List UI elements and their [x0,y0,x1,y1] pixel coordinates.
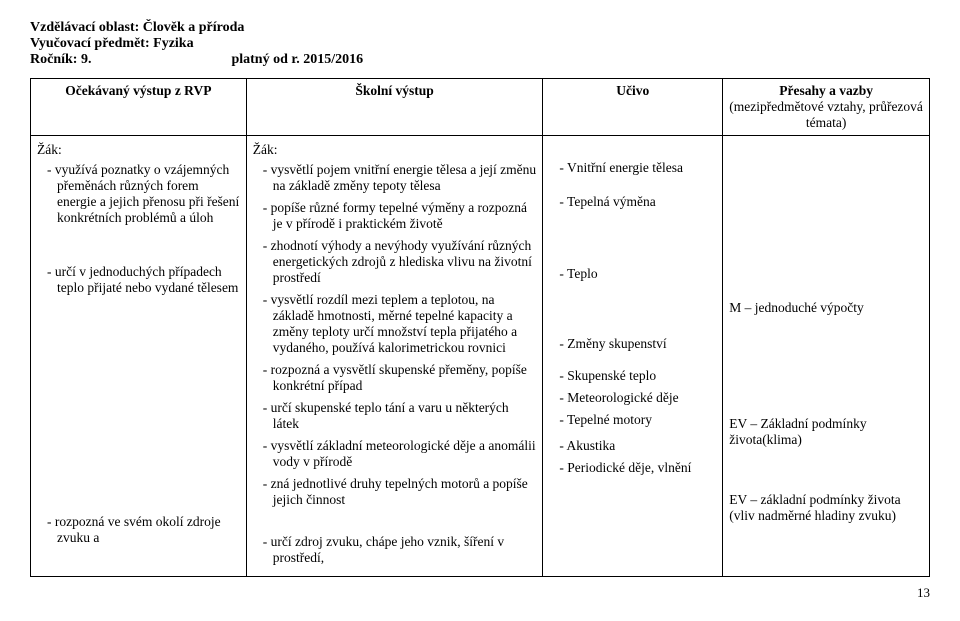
list-item: vysvětlí základní meteorologické děje a … [263,438,537,470]
cell-presahy: M – jednoduché výpočty EV – Základní pod… [723,136,930,577]
col-ucivo: Učivo [543,79,723,136]
cell-ucivo: Vnitřní energie tělesa Tepelná výměna Te… [543,136,723,577]
cell-skolni: Žák: vysvětlí pojem vnitřní energie těle… [246,136,543,577]
col-skolni: Školní výstup [246,79,543,136]
list-item: zhodnotí výhody a nevýhody využívání růz… [263,238,537,286]
list-item: vysvětlí pojem vnitřní energie tělesa a … [263,162,537,194]
page-number: 13 [30,585,930,601]
platnost: platný od r. 2015/2016 [231,52,363,68]
col-presahy-l2: (mezipředmětové vztahy, průřezová témata… [729,99,923,131]
header-oblast: Vzdělávací oblast: Člověk a příroda [30,20,930,36]
list-item: Akustika [559,438,716,454]
list-item: Změny skupenství [559,336,716,352]
col-rvp: Očekávaný výstup z RVP [31,79,247,136]
list-item: určí skupenské teplo tání a varu u někte… [263,400,537,432]
col-presahy: Přesahy a vazby (mezipředmětové vztahy, … [723,79,930,136]
table-header-row: Očekávaný výstup z RVP Školní výstup Uči… [31,79,930,136]
rocnik-label: Ročník: [30,52,77,67]
list-item: rozpozná ve svém okolí zdroje zvuku a [47,514,240,546]
cell-rvp: Žák: využívá poznatky o vzájemných přemě… [31,136,247,577]
predmet-value: Fyzika [153,36,193,51]
list-item: využívá poznatky o vzájemných přeměnách … [47,162,240,226]
presahy-item: M – jednoduché výpočty [729,300,923,316]
list-item: rozpozná a vysvětlí skupenské přeměny, p… [263,362,537,394]
list-item: Teplo [559,266,716,282]
list-item: vysvětlí rozdíl mezi teplem a teplotou, … [263,292,537,356]
list-item: Periodické děje, vlnění [559,460,716,476]
oblast-value: Člověk a příroda [143,20,245,35]
curriculum-table: Očekávaný výstup z RVP Školní výstup Uči… [30,78,930,577]
col-presahy-l1: Přesahy a vazby [729,83,923,99]
list-item: Skupenské teplo [559,368,716,384]
list-item: Tepelné motory [559,412,716,428]
predmet-label: Vyučovací předmět: [30,36,150,51]
list-item: Vnitřní energie tělesa [559,160,716,176]
list-item: určí zdroj zvuku, chápe jeho vznik, šíře… [263,534,537,566]
presahy-item: EV – základní podmínky života (vliv nadm… [729,492,923,524]
header-block: Vzdělávací oblast: Člověk a příroda Vyuč… [30,20,930,68]
header-predmet: Vyučovací předmět: Fyzika [30,36,930,52]
list-item: určí v jednoduchých případech teplo přij… [47,264,240,296]
zak-label: Žák: [37,142,240,158]
table-row: Žák: využívá poznatky o vzájemných přemě… [31,136,930,577]
zak-label: Žák: [253,142,537,158]
header-rocnik: Ročník: 9. platný od r. 2015/2016 [30,52,930,68]
rocnik-value: 9. [81,52,92,67]
presahy-item: EV – Základní podmínky života(klima) [729,416,923,448]
list-item: Tepelná výměna [559,194,716,210]
list-item: zná jednotlivé druhy tepelných motorů a … [263,476,537,508]
list-item: Meteorologické děje [559,390,716,406]
list-item: popíše různé formy tepelné výměny a rozp… [263,200,537,232]
oblast-label: Vzdělávací oblast: [30,20,139,35]
